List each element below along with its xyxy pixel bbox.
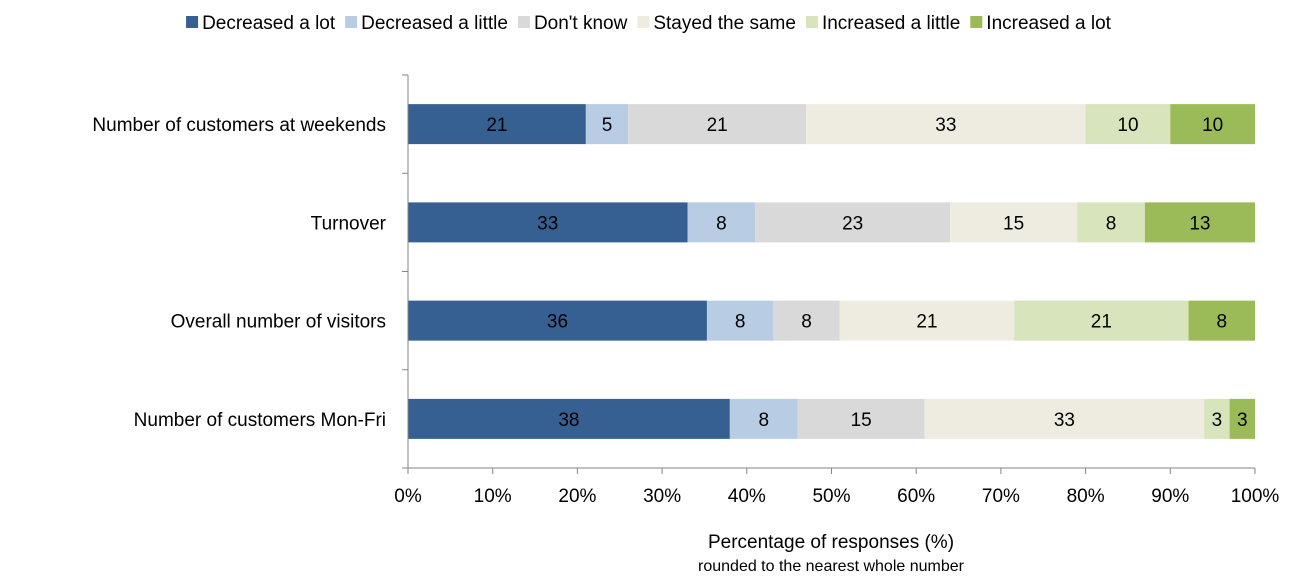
data-label: 3	[1212, 410, 1223, 431]
bar-segment	[1204, 398, 1230, 439]
x-axis-sublabel: rounded to the nearest whole number	[698, 558, 965, 575]
legend-label: Don't know	[534, 13, 628, 34]
bar-segment	[1170, 104, 1255, 145]
bar-segment	[628, 104, 807, 145]
bar-segment	[755, 202, 951, 243]
category-label: Number of customers at weekends	[92, 115, 386, 136]
bar-segment	[706, 300, 774, 341]
legend-swatch	[186, 16, 199, 28]
data-label: 8	[801, 312, 812, 333]
x-tick-label: 10%	[474, 486, 512, 507]
axes: Number of customers at weekends Turnover O…	[92, 74, 1280, 507]
data-label: 21	[916, 312, 937, 333]
bar-segment	[1144, 202, 1255, 243]
legend-item: Stayed the same	[637, 13, 796, 34]
x-tick-label: 60%	[897, 486, 935, 507]
bar-segment	[773, 300, 840, 341]
x-tick-label: 70%	[982, 486, 1020, 507]
category-label: Overall number of visitors	[171, 312, 386, 333]
legend: Decreased a lot Decreased a little Don't k…	[186, 13, 1112, 34]
x-tick-label: 50%	[812, 486, 850, 507]
legend-item: Decreased a lot	[186, 13, 336, 34]
legend-swatch	[805, 16, 818, 28]
bar-segment	[806, 104, 1086, 145]
bar-segment	[729, 398, 798, 439]
x-axis-label: Percentage of responses (%)	[708, 532, 954, 553]
category-label: Turnover	[311, 213, 387, 234]
legend-swatch	[637, 16, 650, 28]
data-label: 15	[851, 410, 872, 431]
legend-label: Decreased a lot	[202, 13, 336, 34]
x-tick-label: 0%	[394, 486, 422, 507]
legend-swatch	[970, 16, 983, 28]
data-label: 8	[735, 312, 746, 333]
bar-segment	[687, 202, 756, 243]
data-label: 33	[1054, 410, 1075, 431]
bar-segment	[585, 104, 629, 145]
legend-swatch	[345, 16, 358, 28]
data-label: 8	[716, 213, 727, 234]
legend-label: Decreased a little	[361, 13, 508, 34]
bar-segment	[408, 300, 707, 341]
data-label: 36	[547, 312, 568, 333]
bar-segment	[839, 300, 1015, 341]
bar-segment	[1077, 202, 1145, 243]
legend-item: Increased a little	[805, 13, 960, 34]
legend-item: Increased a lot	[970, 13, 1112, 34]
x-tick-label: 100%	[1231, 486, 1280, 507]
data-label: 33	[537, 213, 558, 234]
bar-segment	[950, 202, 1078, 243]
x-tick-label: 30%	[643, 486, 681, 507]
x-tick-label: 90%	[1151, 486, 1189, 507]
data-label: 10	[1117, 115, 1138, 136]
legend-label: Increased a little	[822, 13, 960, 34]
data-label: 3	[1237, 410, 1248, 431]
data-label: 5	[602, 115, 613, 136]
data-label: 13	[1189, 213, 1210, 234]
legend-label: Increased a lot	[986, 13, 1111, 34]
bar-segment	[924, 398, 1205, 439]
bar-segment	[1014, 300, 1189, 341]
bar-segment	[797, 398, 925, 439]
data-label: 8	[1216, 312, 1227, 333]
data-label: 21	[1091, 312, 1112, 333]
bar-segment	[408, 202, 688, 243]
legend-item: Decreased a little	[345, 13, 508, 34]
x-tick-label: 20%	[558, 486, 596, 507]
x-tick-label: 40%	[728, 486, 766, 507]
data-label: 21	[486, 115, 507, 136]
data-label: 33	[935, 115, 956, 136]
data-label: 8	[1106, 213, 1117, 234]
x-tick-label: 80%	[1067, 486, 1105, 507]
bar-segment	[1229, 398, 1255, 439]
bar-segment	[408, 398, 730, 439]
bar-segment	[1188, 300, 1255, 341]
data-label: 15	[1003, 213, 1024, 234]
data-label: 21	[707, 115, 728, 136]
bar-segment	[1085, 104, 1171, 145]
data-label: 10	[1202, 115, 1223, 136]
legend-item: Don't know	[517, 13, 628, 34]
category-label: Number of customers Mon-Fri	[134, 410, 386, 431]
data-label: 38	[558, 410, 579, 431]
bar-segment	[408, 104, 586, 145]
data-label: 8	[758, 410, 769, 431]
legend-label: Stayed the same	[653, 13, 796, 34]
data-label: 23	[842, 213, 863, 234]
legend-swatch	[517, 16, 530, 28]
